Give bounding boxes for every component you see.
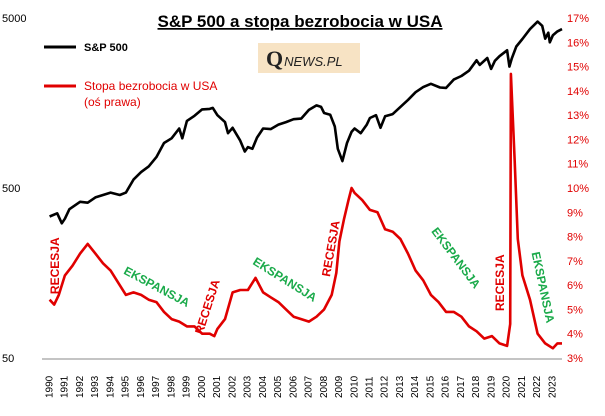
x-tick-label: 2004 [258, 375, 269, 398]
left-axis: 5000 500 50 [2, 13, 26, 365]
right-tick-label: 10% [567, 183, 589, 195]
x-tick-label: 1998 [166, 375, 177, 398]
right-tick-label: 6% [567, 280, 583, 292]
annotation-label: RECESJA [493, 254, 507, 311]
x-tick-label: 2000 [197, 375, 208, 398]
x-tick-label: 2014 [410, 375, 421, 398]
x-axis: 1990 1991 1992 1993 1994 1995 1996 1997 1998 1999… [42, 358, 562, 398]
x-tick-label: 2015 [425, 375, 436, 398]
x-tick-label: 2007 [304, 375, 315, 398]
x-tick-label: 2003 [243, 375, 254, 398]
x-tick-label: 2005 [273, 375, 284, 398]
left-tick-label: 500 [2, 183, 20, 195]
x-tick-label: 2008 [319, 375, 330, 398]
x-tick-label: 1996 [136, 375, 147, 398]
x-tick-label: 1995 [121, 375, 132, 398]
x-tick-label: 2013 [395, 375, 406, 398]
x-tick-label: 2019 [486, 375, 497, 398]
x-tick-label: 2018 [471, 375, 482, 398]
qnews-logo: QNEWS.PL [258, 43, 360, 73]
right-axis: 17% 16% 15% 14% 13% 12% 11% 10% 9% 8% 7% 6% 5% 4% 3% [567, 13, 589, 365]
x-tick-label: 2016 [441, 375, 452, 398]
right-tick-label: 3% [567, 353, 583, 365]
x-tick-label: 1997 [151, 375, 162, 398]
x-tick-label: 2009 [334, 375, 345, 398]
annotation-label: RECESJA [48, 237, 62, 294]
x-tick-label: 2011 [364, 376, 375, 398]
x-tick-label: 2012 [380, 375, 391, 398]
legend-label-unemployment: Stopa bezrobocia w USA (oś prawa) [84, 79, 220, 109]
right-tick-label: 16% [567, 37, 589, 49]
right-tick-label: 8% [567, 232, 583, 244]
x-tick-label: 1992 [75, 375, 86, 398]
legend: S&P 500 Stopa bezrobocia w USA (oś prawa… [44, 42, 220, 109]
x-tick-label: 2021 [517, 375, 528, 398]
left-tick-label: 50 [2, 353, 14, 365]
x-tick-label: 2017 [456, 375, 467, 398]
series-line-sp500 [49, 20, 563, 225]
plot-lines [48, 20, 563, 350]
right-tick-label: 13% [567, 110, 589, 122]
logo-text: QNEWS.PL [266, 46, 343, 71]
x-tick-label: 2002 [227, 375, 238, 398]
series-line-unemployment [48, 72, 562, 350]
right-tick-label: 12% [567, 134, 589, 146]
x-tick-label: 2010 [349, 375, 360, 398]
left-tick-label: 5000 [2, 13, 26, 25]
x-tick-label: 1991 [60, 375, 71, 398]
right-tick-label: 7% [567, 256, 583, 268]
x-tick-label: 2001 [212, 375, 223, 398]
x-tick-label: 2023 [547, 375, 558, 398]
x-tick-label: 1990 [44, 375, 55, 398]
right-tick-label: 17% [567, 13, 589, 25]
right-tick-label: 14% [567, 86, 589, 98]
chart-title: S&P 500 a stopa bezrobocia w USA [158, 12, 443, 31]
right-tick-label: 5% [567, 304, 583, 316]
legend-label-sp500: S&P 500 [84, 42, 128, 54]
right-tick-label: 4% [567, 329, 583, 341]
right-tick-label: 15% [567, 62, 589, 74]
x-tick-label: 1994 [105, 375, 116, 398]
x-tick-label: 1993 [90, 375, 101, 398]
x-tick-label: 2022 [532, 375, 543, 398]
x-tick-label: 1999 [182, 375, 193, 398]
x-tick-label: 2020 [502, 375, 513, 398]
right-tick-label: 11% [567, 159, 588, 171]
right-tick-label: 9% [567, 207, 583, 219]
logo-background [258, 43, 360, 73]
x-tick-label: 2006 [288, 375, 299, 398]
